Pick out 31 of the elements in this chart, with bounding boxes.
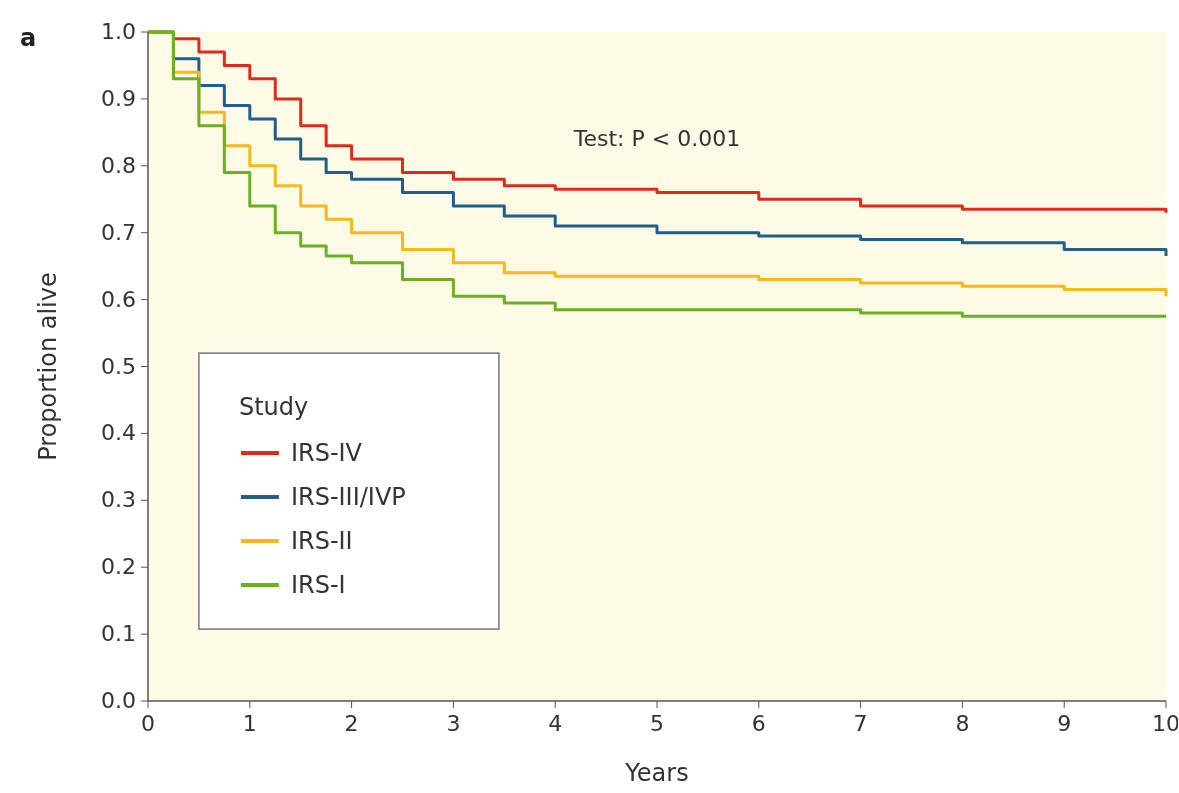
x-tick-label: 9 — [1057, 711, 1072, 736]
x-tick-label: 10 — [1152, 711, 1179, 736]
legend-label: IRS-II — [290, 527, 353, 556]
legend-title: Study — [238, 393, 309, 422]
x-tick-label: 7 — [853, 711, 868, 736]
x-tick-label: 0 — [141, 711, 155, 736]
y-tick-label: 0.7 — [101, 219, 136, 245]
x-tick-label: 2 — [344, 711, 359, 736]
y-tick-label: 1.0 — [101, 19, 136, 44]
y-tick-label: 0.9 — [101, 85, 136, 111]
y-tick-label: 0.8 — [101, 152, 136, 178]
legend-label: IRS-IV — [290, 439, 363, 468]
y-axis-title: Proportion alive — [34, 272, 62, 461]
y-tick-label: 0.4 — [101, 420, 136, 446]
y-tick-label: 0.3 — [101, 487, 136, 513]
y-tick-label: 0.5 — [101, 353, 136, 379]
x-tick-label: 3 — [446, 711, 461, 736]
annotation: Test: P < 0.001 — [572, 125, 741, 151]
x-tick-label: 8 — [955, 711, 970, 736]
y-tick-label: 0.2 — [101, 554, 136, 580]
legend-label: IRS-I — [290, 571, 346, 600]
x-tick-label: 5 — [650, 711, 664, 736]
x-tick-label: 6 — [751, 711, 766, 736]
text: a — [20, 24, 37, 52]
y-tick-label: 0.1 — [101, 621, 136, 647]
legend-label: IRS-III/IVP — [290, 483, 406, 512]
y-tick-label: 0.6 — [101, 286, 136, 312]
x-tick-label: 1 — [242, 711, 257, 736]
x-tick-label: 4 — [548, 711, 563, 736]
y-tick-label: 0.0 — [101, 688, 136, 713]
x-axis-title: Years — [624, 759, 689, 787]
